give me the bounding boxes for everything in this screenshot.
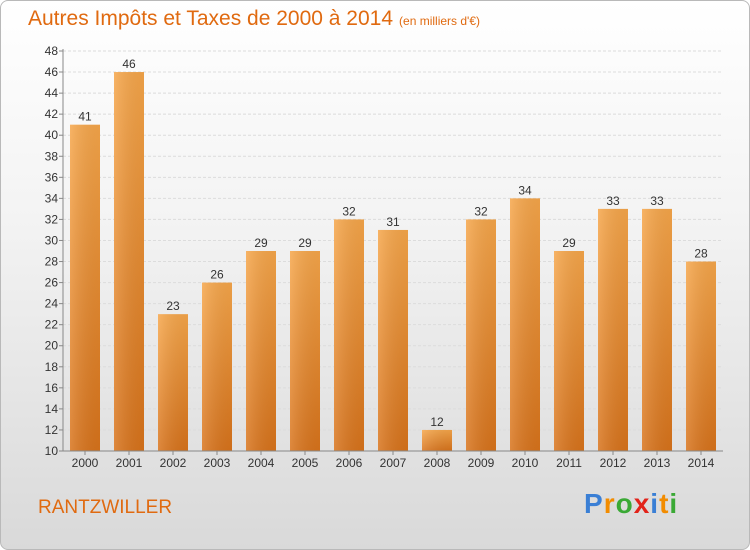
y-tick-label: 16 — [45, 381, 59, 395]
y-tick-label: 28 — [45, 255, 59, 269]
x-tick-label-2004: 2004 — [248, 456, 275, 470]
data-label-2013: 33 — [650, 194, 664, 208]
y-tick-label: 48 — [45, 44, 59, 58]
data-label-2001: 46 — [122, 57, 136, 71]
bar-shade-2008 — [422, 429, 452, 451]
x-tick-label-2013: 2013 — [644, 456, 671, 470]
chart-subtitle: (en milliers d'€) — [399, 14, 481, 28]
logo-letter: i — [650, 488, 660, 519]
bar-shade-2013 — [642, 208, 672, 451]
bar-shade-2006 — [334, 219, 364, 451]
bar-shade-2001 — [114, 72, 144, 451]
bar-shade-2000 — [70, 124, 100, 452]
y-tick-label: 46 — [45, 65, 59, 79]
y-tick-label: 10 — [45, 444, 59, 458]
x-tick-label-2014: 2014 — [688, 456, 715, 470]
data-label-2003: 26 — [210, 268, 224, 282]
y-tick-label: 20 — [45, 339, 59, 353]
x-tick-label-2007: 2007 — [380, 456, 407, 470]
y-tick-label: 26 — [45, 276, 59, 290]
x-tick-label-2009: 2009 — [468, 456, 495, 470]
data-label-2005: 29 — [298, 236, 312, 250]
y-tick-label: 14 — [45, 402, 59, 416]
data-label-2002: 23 — [166, 299, 180, 313]
bar-shade-2003 — [202, 282, 232, 451]
data-label-2006: 32 — [342, 204, 356, 218]
y-tick-label: 42 — [45, 107, 59, 121]
bar-shade-2012 — [598, 208, 628, 451]
bar-shade-2011 — [554, 251, 584, 451]
y-tick-label: 38 — [45, 149, 59, 163]
y-tick-label: 24 — [45, 297, 59, 311]
x-tick-label-2003: 2003 — [204, 456, 231, 470]
y-tick-label: 18 — [45, 360, 59, 374]
y-tick-label: 44 — [45, 86, 59, 100]
x-tick-label-2010: 2010 — [512, 456, 539, 470]
data-label-2008: 12 — [430, 415, 444, 429]
y-tick-label: 22 — [45, 318, 59, 332]
proxiti-logo: Proxiti — [584, 488, 678, 520]
y-tick-label: 32 — [45, 212, 59, 226]
bar-shade-2007 — [378, 229, 408, 451]
bar-shade-2002 — [158, 314, 188, 451]
x-tick-label-2011: 2011 — [556, 456, 582, 470]
y-tick-label: 30 — [45, 233, 59, 247]
x-tick-label-2012: 2012 — [600, 456, 627, 470]
logo-letter: o — [615, 488, 634, 519]
bar-shade-2004 — [246, 251, 276, 451]
chart-title: Autres Impôts et Taxes de 2000 à 2014 (en… — [28, 7, 481, 30]
data-label-2004: 29 — [254, 236, 268, 250]
x-tick-label-2001: 2001 — [116, 456, 143, 470]
x-tick-label-2006: 2006 — [336, 456, 363, 470]
x-tick-label-2002: 2002 — [160, 456, 187, 470]
bar-shade-2010 — [510, 198, 540, 451]
logo-letter: r — [603, 488, 616, 519]
city-name: RANTZWILLER — [38, 497, 173, 518]
x-tick-label-2000: 2000 — [72, 456, 99, 470]
data-label-2014: 28 — [694, 247, 708, 261]
logo-letter: t — [659, 488, 670, 519]
bar-shade-2009 — [466, 219, 496, 451]
x-tick-label-2008: 2008 — [424, 456, 451, 470]
data-label-2012: 33 — [606, 194, 620, 208]
logo-letter: x — [633, 488, 651, 519]
bars — [70, 72, 716, 452]
bar-shade-2005 — [290, 251, 320, 451]
y-tick-label: 34 — [45, 191, 59, 205]
data-label-2010: 34 — [518, 183, 532, 197]
data-label-2009: 32 — [474, 204, 488, 218]
y-tick-label: 40 — [45, 128, 59, 142]
axes — [59, 49, 723, 455]
bar-shade-2014 — [686, 261, 716, 451]
logo-letter: i — [669, 488, 679, 519]
data-label-2011: 29 — [562, 236, 576, 250]
y-tick-label: 36 — [45, 170, 59, 184]
x-tick-label-2005: 2005 — [292, 456, 319, 470]
labels: 10 12 14 16 18 20 22 24 26 28 30 32 34 36 38 40 42 44 46 48… — [45, 44, 715, 470]
y-tick-label: 12 — [45, 423, 59, 437]
data-label-2007: 31 — [386, 215, 400, 229]
data-label-2000: 41 — [78, 110, 92, 124]
logo-letter: P — [584, 488, 604, 519]
